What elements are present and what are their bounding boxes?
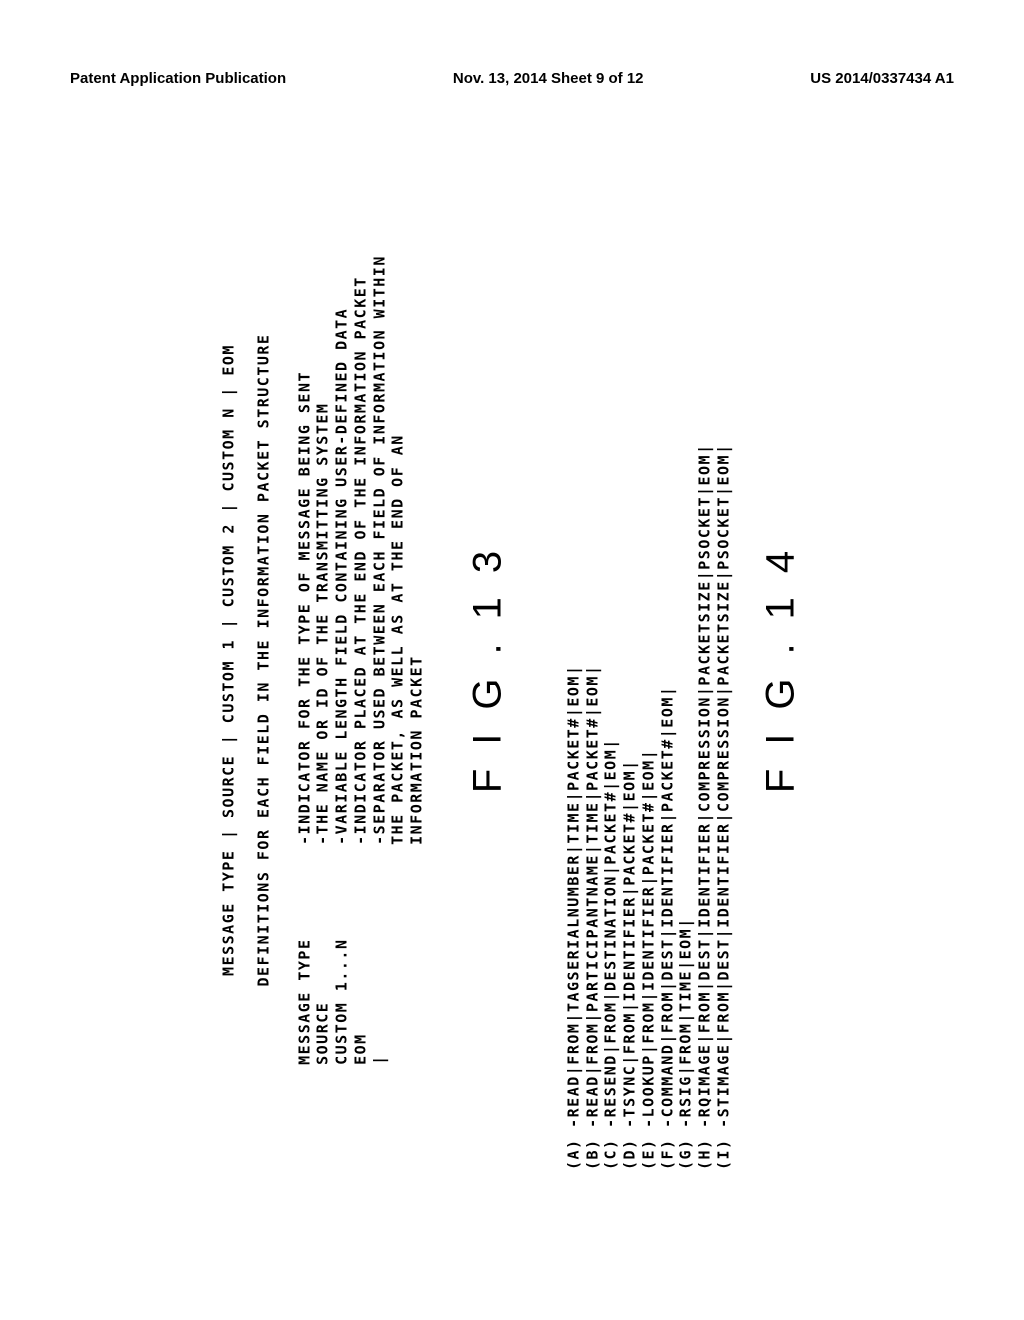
- fig13-title: MESSAGE TYPE | SOURCE | CUSTOM 1 | CUSTO…: [219, 110, 238, 1210]
- def-desc: -SEPARATOR USED BETWEEN EACH FIELD OF IN…: [370, 255, 389, 845]
- header-left: Patent Application Publication: [70, 70, 286, 87]
- header-center: Nov. 13, 2014 Sheet 9 of 12: [453, 70, 644, 87]
- def-term: MESSAGE TYPE: [295, 865, 314, 1065]
- page-header: Patent Application Publication Nov. 13, …: [0, 70, 1024, 87]
- def-desc: -INDICATOR FOR THE TYPE OF MESSAGE BEING…: [295, 255, 314, 845]
- fig14-examples: (A) -READ|FROM|TAGSERIALNUMBER|TIME|PACK…: [564, 110, 733, 1210]
- def-term: CUSTOM 1...N: [332, 865, 351, 1065]
- fig13-subtitle: DEFINITIONS FOR EACH FIELD IN THE INFORM…: [254, 110, 273, 1210]
- fig13-def-descs: -INDICATOR FOR THE TYPE OF MESSAGE BEING…: [295, 255, 426, 845]
- fig14-label: FIG.14: [755, 110, 805, 1210]
- header-right: US 2014/0337434 A1: [810, 70, 954, 87]
- example-row: (A) -READ|FROM|TAGSERIALNUMBER|TIME|PACK…: [564, 110, 583, 1170]
- def-desc: -INDICATOR PLACED AT THE END OF THE INFO…: [351, 255, 370, 845]
- example-row: (G) -RSIG|FROM|TIME|EOM|: [677, 110, 696, 1170]
- rotated-content: MESSAGE TYPE | SOURCE | CUSTOM 1 | CUSTO…: [219, 110, 805, 1210]
- def-desc: THE PACKET, AS WELL AS AT THE END OF AN: [389, 255, 408, 845]
- example-row: (H) -RQIMAGE|FROM|DEST|IDENTIFIER|COMPRE…: [695, 110, 714, 1170]
- def-desc: INFORMATION PACKET: [407, 255, 426, 845]
- def-desc: -VARIABLE LENGTH FIELD CONTAINING USER-D…: [332, 255, 351, 845]
- fig13-def-terms: MESSAGE TYPE SOURCE CUSTOM 1...N EOM |: [295, 845, 426, 1065]
- example-row: (B) -READ|FROM|PARTICIPANTNAME|TIME|PACK…: [583, 110, 602, 1170]
- example-row: (F) -COMMAND|FROM|DEST|IDENTIFIER|PACKET…: [658, 110, 677, 1170]
- fig13-definitions: MESSAGE TYPE SOURCE CUSTOM 1...N EOM | -…: [295, 110, 426, 1210]
- def-term: |: [370, 865, 389, 1065]
- def-term: SOURCE: [314, 865, 333, 1065]
- example-row: (E) -LOOKUP|FROM|IDENTIFIER|PACKET#|EOM|: [639, 110, 658, 1170]
- def-desc: -THE NAME OR ID OF THE TRANSMITTING SYST…: [314, 255, 333, 845]
- fig13-label: FIG.13: [462, 110, 512, 1210]
- example-row: (C) -RESEND|FROM|DESTINATION|PACKET#|EOM…: [602, 110, 621, 1170]
- def-term: EOM: [351, 865, 370, 1065]
- example-row: (I) -STIMAGE|FROM|DEST|IDENTIFIER|COMPRE…: [714, 110, 733, 1170]
- example-row: (D) -TSYNC|FROM|IDENTIFIER|PACKET#|EOM|: [620, 110, 639, 1170]
